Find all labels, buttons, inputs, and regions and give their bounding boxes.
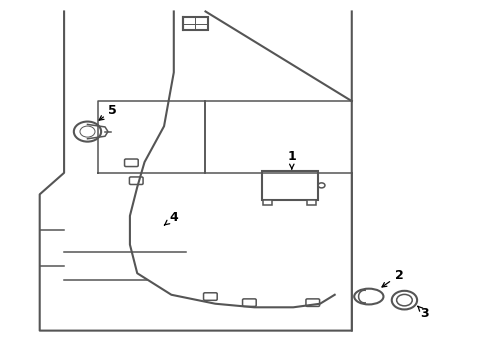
Circle shape [391,291,416,310]
Bar [307,200,316,205]
Circle shape [318,183,325,188]
FancyBboxPatch shape [203,293,217,300]
Text: 2: 2 [381,269,403,287]
Circle shape [396,294,411,306]
FancyBboxPatch shape [124,159,138,167]
Text: 5: 5 [99,104,117,120]
Bar [261,171,317,200]
Text: 3: 3 [417,306,428,320]
FancyBboxPatch shape [129,177,143,184]
Bar [263,200,271,205]
Circle shape [74,122,101,141]
Text: 1: 1 [287,150,296,169]
Text: 4: 4 [164,211,178,225]
FancyBboxPatch shape [305,299,319,306]
FancyBboxPatch shape [242,299,256,306]
Ellipse shape [353,289,383,305]
Bar [182,17,207,31]
Circle shape [80,126,95,137]
